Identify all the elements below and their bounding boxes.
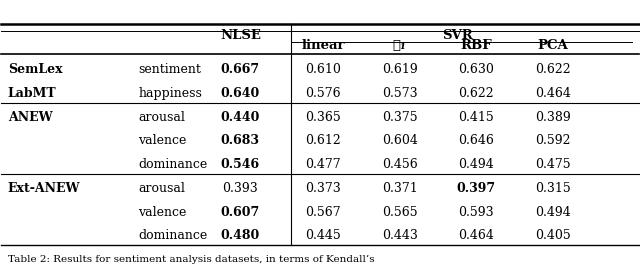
Text: 0.619: 0.619 [382,63,417,76]
Text: 0.640: 0.640 [221,87,260,100]
Text: 0.415: 0.415 [458,111,494,124]
Text: PCA: PCA [537,39,568,52]
Text: 0.622: 0.622 [535,63,570,76]
Text: 0.315: 0.315 [534,182,570,195]
Text: 0.630: 0.630 [458,63,494,76]
Text: 0.477: 0.477 [305,158,341,171]
Text: arousal: arousal [138,182,185,195]
Text: valence: valence [138,206,187,219]
Text: 0.373: 0.373 [305,182,341,195]
Text: 0.405: 0.405 [534,229,570,242]
Text: 0.683: 0.683 [221,134,260,147]
Text: 0.480: 0.480 [221,229,260,242]
Text: 0.464: 0.464 [458,229,494,242]
Text: 0.440: 0.440 [221,111,260,124]
Text: SemLex: SemLex [8,63,62,76]
Text: happiness: happiness [138,87,202,100]
Text: ANEW: ANEW [8,111,52,124]
Text: 0.375: 0.375 [382,111,417,124]
Text: 0.445: 0.445 [305,229,341,242]
Text: arousal: arousal [138,111,185,124]
Text: Table 2: Results for sentiment analysis datasets, in terms of Kendall’s: Table 2: Results for sentiment analysis … [8,255,374,264]
Text: ℓ₁: ℓ₁ [393,39,406,52]
Text: 0.592: 0.592 [535,134,570,147]
Text: 0.667: 0.667 [221,63,260,76]
Text: 0.646: 0.646 [458,134,494,147]
Text: 0.456: 0.456 [382,158,417,171]
Text: 0.567: 0.567 [305,206,341,219]
Text: NLSE: NLSE [220,29,260,42]
Text: 0.393: 0.393 [223,182,258,195]
Text: 0.622: 0.622 [458,87,494,100]
Text: 0.593: 0.593 [458,206,494,219]
Text: Ext-ANEW: Ext-ANEW [8,182,80,195]
Text: LabMT: LabMT [8,87,56,100]
Text: 0.607: 0.607 [221,206,260,219]
Text: sentiment: sentiment [138,63,201,76]
Text: dominance: dominance [138,158,207,171]
Text: valence: valence [138,134,187,147]
Text: 0.371: 0.371 [382,182,417,195]
Text: 0.475: 0.475 [535,158,570,171]
Text: linear: linear [301,39,345,52]
Text: 0.573: 0.573 [382,87,417,100]
Text: 0.565: 0.565 [382,206,417,219]
Text: 0.610: 0.610 [305,63,341,76]
Text: SVR: SVR [442,29,472,42]
Text: 0.365: 0.365 [305,111,341,124]
Text: 0.464: 0.464 [534,87,570,100]
Text: 0.604: 0.604 [381,134,417,147]
Text: 0.494: 0.494 [534,206,570,219]
Text: RBF: RBF [460,39,492,52]
Text: 0.612: 0.612 [305,134,341,147]
Text: 0.443: 0.443 [381,229,417,242]
Text: 0.389: 0.389 [534,111,570,124]
Text: 0.576: 0.576 [305,87,341,100]
Text: 0.397: 0.397 [456,182,496,195]
Text: 0.494: 0.494 [458,158,494,171]
Text: dominance: dominance [138,229,207,242]
Text: 0.546: 0.546 [221,158,260,171]
